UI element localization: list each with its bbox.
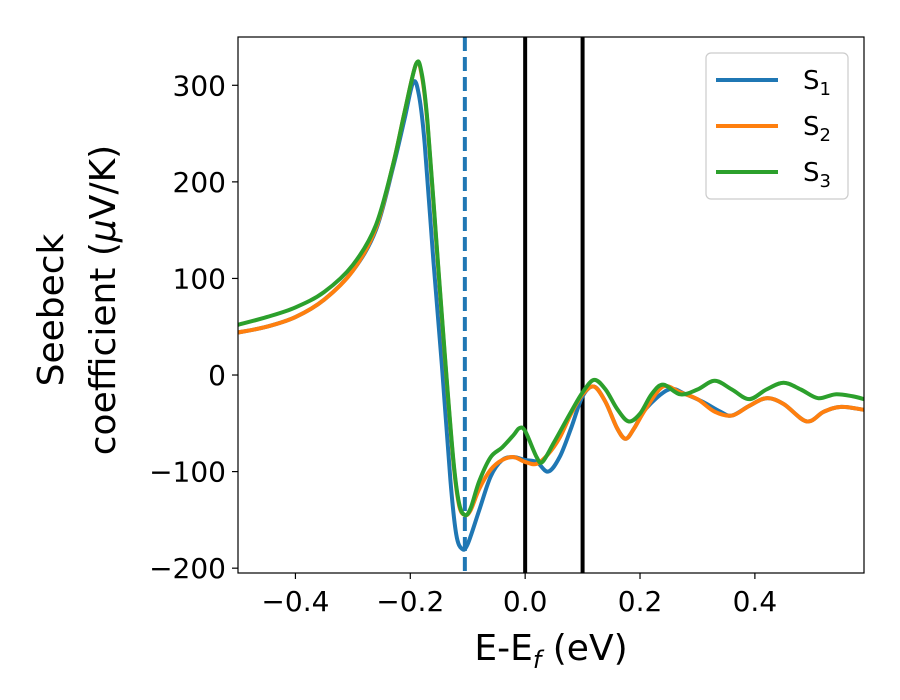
y-tick-label: 0 [208, 359, 226, 392]
x-tick-label: 0.4 [733, 585, 778, 618]
x-tick-label: 0.2 [618, 585, 663, 618]
x-axis-label-main: E-E [474, 628, 532, 669]
y-tick-label: 300 [173, 69, 226, 102]
y-tick-label: −200 [149, 552, 226, 585]
x-tick-label: −0.2 [376, 585, 444, 618]
x-tick-label: 0.0 [503, 585, 548, 618]
plot-frame [237, 36, 865, 574]
reference-lines [462, 37, 585, 573]
y-axis-label-line1: Seebeck [31, 233, 72, 386]
y-axis-label-mu: μ [83, 219, 124, 243]
y-axis-label-text: coefficient ( [83, 242, 124, 455]
y-axis-label: Seebeck coefficient (μV/K) [31, 145, 124, 455]
y-axis-ticks: −200 −100 0 100 200 300 [149, 69, 238, 585]
y-axis-label-line2: coefficient (μV/K) [83, 145, 124, 455]
y-tick-label: 100 [173, 262, 226, 295]
y-tick-label: −100 [149, 456, 226, 489]
x-tick-label: −0.4 [261, 585, 329, 618]
y-tick-label: 200 [173, 166, 226, 199]
x-axis-label-unit: (eV) [541, 628, 627, 669]
series-line-S3 [238, 59, 864, 518]
legend: S1 S2 S3 [705, 52, 849, 200]
y-axis-label-unit: V/K) [83, 145, 124, 219]
legend-label-S3: S3 [803, 158, 831, 192]
x-axis-ticks: −0.4 −0.2 0.0 0.2 0.4 [261, 573, 777, 618]
legend-label-S1: S1 [803, 66, 831, 100]
x-axis-label: E-Ef (eV) [474, 628, 627, 674]
legend-label-S2: S2 [803, 112, 831, 146]
series-layer [238, 59, 864, 552]
